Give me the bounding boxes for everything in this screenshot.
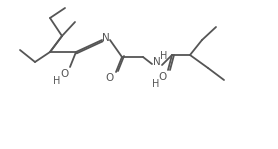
Text: O: O — [106, 73, 114, 83]
Text: O: O — [61, 69, 69, 79]
Text: N: N — [153, 57, 161, 67]
Text: H: H — [152, 79, 160, 89]
Text: O: O — [159, 72, 167, 82]
Text: H: H — [160, 51, 168, 61]
Text: N: N — [102, 33, 110, 43]
Text: H: H — [53, 76, 61, 86]
